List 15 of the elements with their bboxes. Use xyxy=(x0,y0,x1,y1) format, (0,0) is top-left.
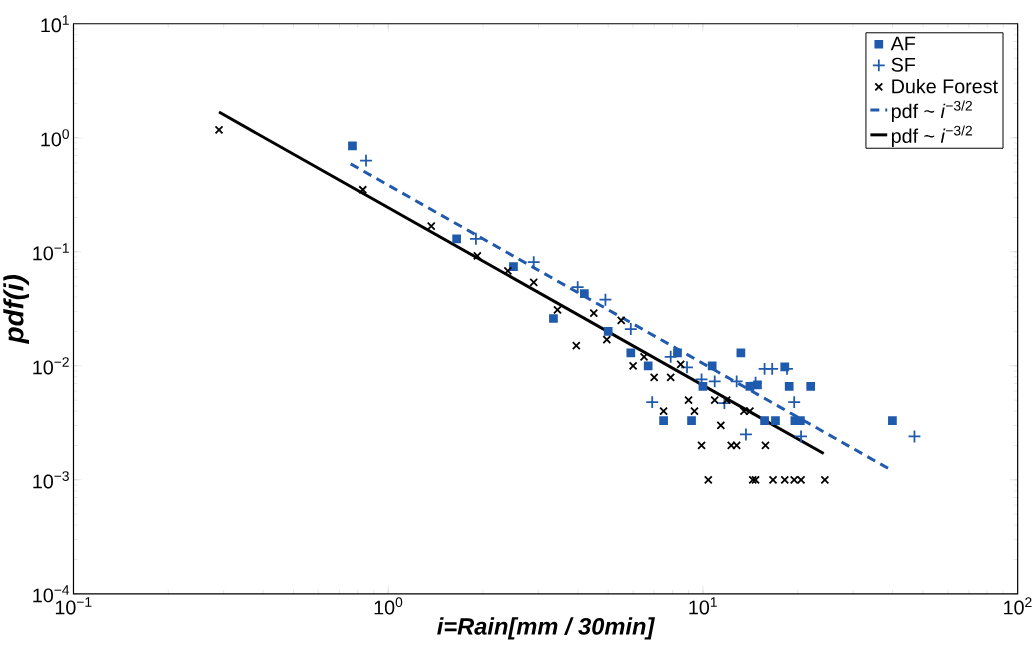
x-tick-label: 10$^{0}$ xyxy=(374,597,403,615)
y-tick-label: 10$^{−2}$ xyxy=(33,357,69,375)
legend-label: SF xyxy=(891,57,916,72)
legend-label: Duke Forest xyxy=(892,78,998,94)
legend-label: AF xyxy=(890,36,916,51)
y-tick-label: 10$^{−3}$ xyxy=(33,471,69,489)
y-tick-label: 10$^{1}$ xyxy=(41,15,69,33)
legend-label: pdf ~ i$^{−3/2}$ xyxy=(891,100,972,123)
x-tick-label: 10$^{2}$ xyxy=(1004,597,1032,615)
y-tick-label: 10$^{0}$ xyxy=(41,129,69,147)
x-axis-title: i=Rain[mm / 30min] xyxy=(437,617,656,640)
legend-label: pdf ~ i$^{−3/2}$ xyxy=(891,125,972,147)
x-tick-label: 10$^{1}$ xyxy=(689,597,717,615)
y-tick-label: 10$^{−1}$ xyxy=(33,243,69,261)
y-axis-title: pdf(i) xyxy=(3,275,30,344)
